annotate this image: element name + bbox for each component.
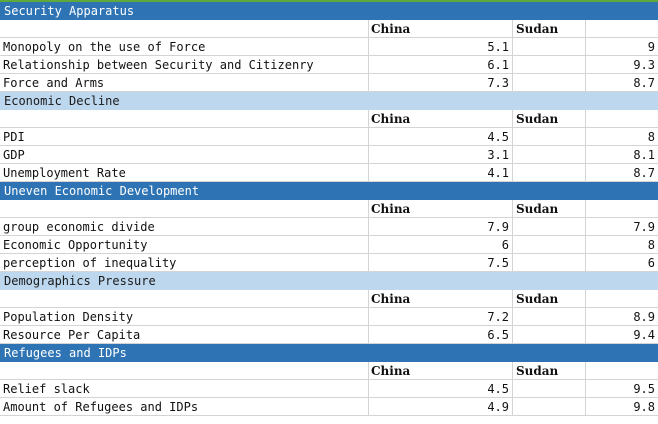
sudan-value[interactable]: 9.5 [633,382,655,396]
header-blank-cell[interactable] [0,290,369,307]
china-value[interactable]: 4.1 [369,164,513,181]
header-blank-cell[interactable] [0,110,369,127]
sudan-value[interactable]: 7.9 [633,220,655,234]
header-blank-cell[interactable] [0,362,369,379]
table-row: Monopoly on the use of Force 5.1 9 [0,38,658,56]
sudan-value[interactable]: 8.7 [633,166,655,180]
empty-cell[interactable] [513,236,586,253]
indicator-label[interactable]: Unemployment Rate [0,164,369,181]
empty-cell[interactable] [513,146,586,163]
empty-cell[interactable] [513,326,586,343]
empty-cell[interactable] [513,380,586,397]
china-value[interactable]: 5.1 [369,38,513,55]
sudan-value[interactable]: 9.3 [633,58,655,72]
header-sudan[interactable]: Sudan [513,110,586,127]
table-row: Relationship between Security and Citize… [0,56,658,74]
header-blank-cell[interactable] [586,362,658,379]
indicator-label[interactable]: GDP [0,146,369,163]
header-blank-cell[interactable] [586,20,658,37]
header-china[interactable]: China [369,200,513,217]
sudan-value[interactable]: 8 [647,238,655,252]
table-row: Force and Arms 7.3 8.7 [0,74,658,92]
column-header-row: China Sudan [0,362,658,380]
empty-cell[interactable] [513,128,586,145]
china-value[interactable]: 7.2 [369,308,513,325]
section-title-uneven-economic-development[interactable]: Uneven Economic Development [0,182,658,200]
empty-cell[interactable] [513,308,586,325]
table-row: perception of inequality 7.5 6 [0,254,658,272]
header-blank-cell[interactable] [586,110,658,127]
indicator-label[interactable]: Population Density [0,308,369,325]
header-china[interactable]: China [369,362,513,379]
sudan-value[interactable]: 8.9 [633,310,655,324]
column-header-row: China Sudan [0,290,658,308]
indicator-label[interactable]: Relief slack [0,380,369,397]
column-header-row: China Sudan [0,110,658,128]
table-row: Population Density 7.2 8.9 [0,308,658,326]
header-blank-cell[interactable] [586,290,658,307]
sudan-value[interactable]: 9.8 [633,400,655,414]
sudan-value[interactable]: 8.1 [633,148,655,162]
empty-cell[interactable] [513,56,586,73]
table-row: PDI 4.5 8 [0,128,658,146]
section-title-economic-decline[interactable]: Economic Decline [0,92,658,110]
sudan-value[interactable]: 6 [647,256,655,270]
header-blank-cell[interactable] [586,200,658,217]
sudan-value[interactable]: 9.4 [633,328,655,342]
china-value[interactable]: 4.5 [369,128,513,145]
indicator-label[interactable]: Monopoly on the use of Force [0,38,369,55]
header-china[interactable]: China [369,290,513,307]
indicator-label[interactable]: Amount of Refugees and IDPs [0,398,369,415]
empty-cell[interactable] [513,398,586,415]
header-blank-cell[interactable] [0,20,369,37]
section-title-demographics-pressure[interactable]: Demographics Pressure [0,272,658,290]
top-accent-line [0,0,658,2]
table-row: group economic divide 7.9 7.9 [0,218,658,236]
china-value[interactable]: 7.3 [369,74,513,91]
indicator-label[interactable]: PDI [0,128,369,145]
empty-cell[interactable] [513,164,586,181]
header-sudan[interactable]: Sudan [513,362,586,379]
indicator-label[interactable]: Economic Opportunity [0,236,369,253]
table-row: Resource Per Capita 6.5 9.4 [0,326,658,344]
empty-cell[interactable] [513,74,586,91]
table-row: Amount of Refugees and IDPs 4.9 9.8 [0,398,658,416]
china-value[interactable]: 4.5 [369,380,513,397]
section-title-refugees-and-idps[interactable]: Refugees and IDPs [0,344,658,362]
column-header-row: China Sudan [0,20,658,38]
empty-cell[interactable] [513,218,586,235]
sudan-value[interactable]: 8 [647,130,655,144]
header-china[interactable]: China [369,110,513,127]
table-row: Economic Opportunity 6 8 [0,236,658,254]
table-row: GDP 3.1 8.1 [0,146,658,164]
china-value[interactable]: 6.5 [369,326,513,343]
indicator-label[interactable]: Force and Arms [0,74,369,91]
china-value[interactable]: 3.1 [369,146,513,163]
header-blank-cell[interactable] [0,200,369,217]
indicator-label[interactable]: Relationship between Security and Citize… [0,56,369,73]
spreadsheet-grid: Security Apparatus China Sudan Monopoly … [0,2,658,416]
header-sudan[interactable]: Sudan [513,290,586,307]
indicator-label[interactable]: perception of inequality [0,254,369,271]
indicator-label[interactable]: group economic divide [0,218,369,235]
sudan-value[interactable]: 9 [647,40,655,54]
header-china[interactable]: China [369,20,513,37]
empty-cell[interactable] [513,254,586,271]
china-value[interactable]: 4.9 [369,398,513,415]
section-title-security-apparatus[interactable]: Security Apparatus [0,2,658,20]
sudan-value[interactable]: 8.7 [633,76,655,90]
table-row: Relief slack 4.5 9.5 [0,380,658,398]
column-header-row: China Sudan [0,200,658,218]
empty-cell[interactable] [513,38,586,55]
china-value[interactable]: 6 [369,236,513,253]
indicator-label[interactable]: Resource Per Capita [0,326,369,343]
china-value[interactable]: 7.9 [369,218,513,235]
header-sudan[interactable]: Sudan [513,200,586,217]
china-value[interactable]: 7.5 [369,254,513,271]
table-row: Unemployment Rate 4.1 8.7 [0,164,658,182]
china-value[interactable]: 6.1 [369,56,513,73]
header-sudan[interactable]: Sudan [513,20,586,37]
